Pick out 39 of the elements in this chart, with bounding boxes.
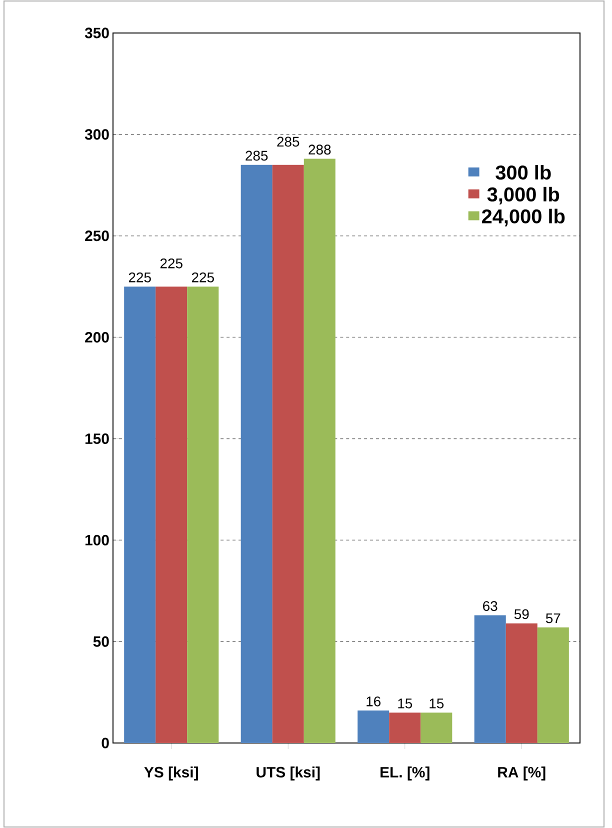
x-tick-label: RA [%] bbox=[498, 766, 546, 780]
x-tick-label: UTS [ksi] bbox=[256, 766, 320, 780]
bar bbox=[506, 623, 538, 743]
y-tick-label: 300 bbox=[84, 129, 109, 140]
y-tick-label: 150 bbox=[85, 433, 109, 444]
bar bbox=[420, 712, 452, 743]
data-label: 288 bbox=[308, 144, 331, 155]
data-label: 225 bbox=[128, 272, 151, 282]
legend-label: 300 lb bbox=[496, 164, 551, 180]
bar bbox=[389, 712, 421, 743]
y-tick-label: 200 bbox=[85, 332, 109, 343]
bar bbox=[474, 615, 506, 743]
x-tick-label: YS [ksi] bbox=[144, 766, 198, 780]
data-label: 57 bbox=[546, 613, 560, 624]
bar bbox=[156, 286, 188, 743]
y-tick-label: 50 bbox=[93, 636, 109, 647]
data-label: 63 bbox=[483, 601, 498, 612]
y-tick-label: 0 bbox=[102, 738, 109, 748]
bar bbox=[304, 158, 336, 743]
bar bbox=[272, 164, 304, 743]
bar bbox=[187, 286, 219, 743]
y-tick-label: 350 bbox=[84, 28, 109, 38]
bar bbox=[358, 710, 390, 743]
y-tick-label: 100 bbox=[85, 534, 109, 546]
x-tick-label: EL. [%] bbox=[380, 766, 430, 780]
data-label: 16 bbox=[366, 696, 380, 706]
legend-label: 24,000 lb bbox=[482, 208, 565, 226]
data-label: 285 bbox=[246, 150, 268, 161]
data-label: 225 bbox=[192, 272, 214, 282]
bar bbox=[537, 627, 569, 743]
y-tick-label: 250 bbox=[85, 230, 109, 242]
data-label: 15 bbox=[430, 698, 444, 708]
data-label: 225 bbox=[160, 258, 182, 268]
data-label: 15 bbox=[398, 698, 412, 708]
data-label: 285 bbox=[277, 136, 300, 147]
data-label: 59 bbox=[514, 609, 529, 620]
bar bbox=[124, 286, 156, 743]
legend-label: 3,000 lb bbox=[487, 186, 560, 204]
bar bbox=[240, 164, 272, 743]
